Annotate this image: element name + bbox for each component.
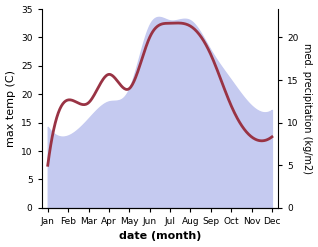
Y-axis label: max temp (C): max temp (C) (5, 70, 16, 147)
Y-axis label: med. precipitation (kg/m2): med. precipitation (kg/m2) (302, 43, 313, 174)
X-axis label: date (month): date (month) (119, 231, 201, 242)
